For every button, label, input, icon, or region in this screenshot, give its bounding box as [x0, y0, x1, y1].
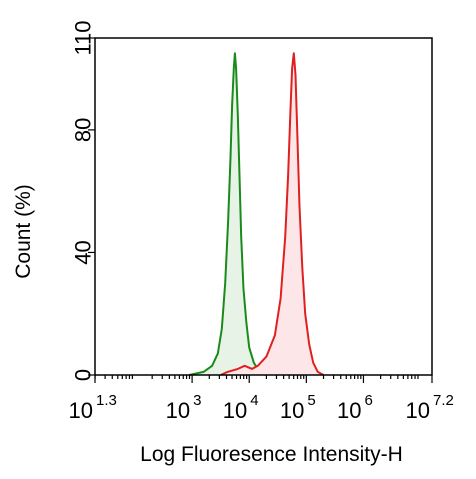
- series-2-line: [220, 52, 324, 376]
- y-ticks: 0 40 80 110: [71, 20, 96, 381]
- x-tick-label: 10: [406, 398, 430, 423]
- x-tick-exponent: 3: [193, 392, 201, 409]
- x-tick-exponent: 7.2: [433, 392, 454, 409]
- plot-frame: [94, 37, 433, 376]
- series-layer: [188, 52, 324, 376]
- x-ticks: 10 1.3 10 3 10 4 10 5 10 6 10 7.2: [69, 375, 454, 423]
- x-tick-label: 10: [223, 398, 247, 423]
- series-2-area: [220, 53, 324, 376]
- x-tick-label: 10: [166, 398, 190, 423]
- x-tick-exponent: 4: [250, 392, 258, 409]
- y-tick-label: 110: [71, 20, 96, 55]
- series-1-line: [188, 52, 266, 376]
- x-tick-label: 10: [337, 398, 361, 423]
- y-axis-label: Count (%): [12, 184, 35, 279]
- x-tick-label: 10: [69, 398, 93, 423]
- x-tick-exponent: 6: [364, 392, 372, 409]
- y-tick-label: 40: [71, 240, 96, 264]
- x-tick-label: 10: [280, 398, 304, 423]
- y-tick-label: 0: [71, 369, 96, 381]
- series-1-area: [189, 53, 266, 376]
- x-tick-exponent: 5: [307, 392, 315, 409]
- y-tick-label: 80: [71, 118, 96, 142]
- x-axis-label: Log Fluoresence Intensity-H: [140, 443, 403, 466]
- x-tick-exponent: 1.3: [96, 392, 117, 409]
